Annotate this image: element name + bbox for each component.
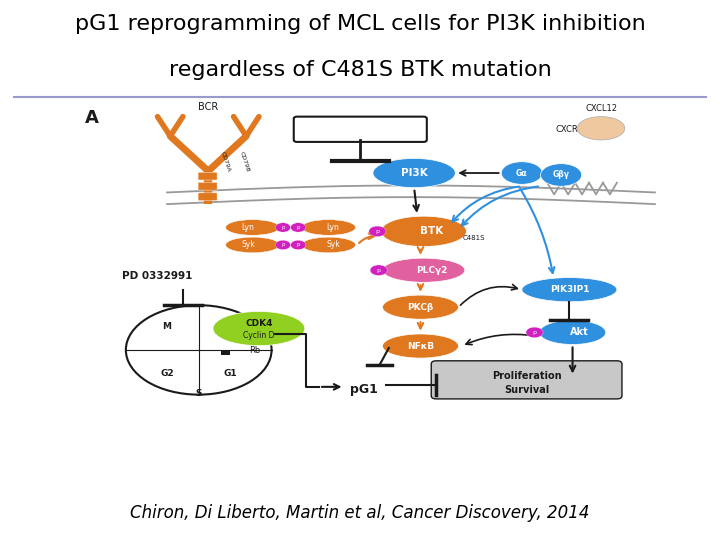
Text: Syk: Syk <box>241 240 255 249</box>
Text: p: p <box>282 225 284 230</box>
Text: CXCL12: CXCL12 <box>585 104 617 113</box>
Ellipse shape <box>382 295 459 319</box>
Ellipse shape <box>213 312 305 346</box>
Text: PKCβ: PKCβ <box>408 302 433 312</box>
Text: Syk: Syk <box>326 240 340 249</box>
Text: CD79B: CD79B <box>238 150 250 172</box>
FancyBboxPatch shape <box>198 183 217 190</box>
Bar <box>221 349 230 355</box>
Ellipse shape <box>291 223 306 232</box>
Text: S: S <box>195 389 202 398</box>
Text: G2: G2 <box>161 369 174 378</box>
FancyBboxPatch shape <box>294 117 427 142</box>
Text: Gα: Gα <box>516 168 528 178</box>
Text: CD79A: CD79A <box>220 150 231 172</box>
Text: Lyn: Lyn <box>242 223 255 232</box>
Text: PI3K inhibitor: PI3K inhibitor <box>320 124 401 134</box>
Ellipse shape <box>526 327 543 338</box>
Ellipse shape <box>577 117 625 140</box>
Ellipse shape <box>369 226 386 237</box>
Text: pG1: pG1 <box>349 383 377 396</box>
Text: Proliferation: Proliferation <box>492 372 562 381</box>
Text: BTK: BTK <box>420 226 444 237</box>
Text: Gβγ: Gβγ <box>553 171 570 179</box>
FancyBboxPatch shape <box>198 193 217 201</box>
Ellipse shape <box>291 240 306 249</box>
FancyBboxPatch shape <box>431 361 622 399</box>
Circle shape <box>126 305 271 395</box>
Text: PLCγ2: PLCγ2 <box>416 266 448 275</box>
Text: Rb: Rb <box>249 346 260 355</box>
FancyBboxPatch shape <box>198 172 217 180</box>
Text: Cyclin D: Cyclin D <box>243 330 274 340</box>
Text: p: p <box>297 225 300 230</box>
Text: Survival: Survival <box>504 384 549 395</box>
Text: A: A <box>85 109 99 127</box>
Text: G1: G1 <box>224 369 237 378</box>
Text: p: p <box>375 229 379 234</box>
Text: PI3K: PI3K <box>401 168 428 178</box>
Text: regardless of C481S BTK mutation: regardless of C481S BTK mutation <box>168 60 552 80</box>
Text: PD 0332991: PD 0332991 <box>122 271 193 281</box>
Text: Chiron, Di Liberto, Martin et al, Cancer Discovery, 2014: Chiron, Di Liberto, Martin et al, Cancer… <box>130 504 590 522</box>
Text: pG1 reprogramming of MCL cells for PI3K inhibition: pG1 reprogramming of MCL cells for PI3K … <box>75 14 645 35</box>
Text: Akt: Akt <box>570 327 588 338</box>
Text: CDK4: CDK4 <box>246 319 273 328</box>
Text: G0: G0 <box>228 320 239 329</box>
Ellipse shape <box>539 320 606 345</box>
Ellipse shape <box>381 216 467 246</box>
Ellipse shape <box>522 278 617 302</box>
Text: BCR: BCR <box>198 102 218 112</box>
Text: M: M <box>163 322 171 331</box>
Text: PIK3IP1: PIK3IP1 <box>549 285 589 294</box>
Ellipse shape <box>382 258 465 282</box>
Ellipse shape <box>302 237 356 253</box>
Ellipse shape <box>541 164 582 186</box>
Ellipse shape <box>225 220 279 235</box>
Ellipse shape <box>370 265 387 275</box>
Text: C481S: C481S <box>463 235 485 241</box>
Text: p: p <box>282 242 284 247</box>
Ellipse shape <box>302 220 356 235</box>
Text: p: p <box>297 242 300 247</box>
Text: p: p <box>533 330 536 335</box>
Ellipse shape <box>225 237 279 253</box>
Ellipse shape <box>275 223 291 232</box>
Ellipse shape <box>501 162 542 184</box>
Text: CXCR4: CXCR4 <box>555 125 583 134</box>
Text: Lyn: Lyn <box>327 223 340 232</box>
Text: p: p <box>377 268 381 273</box>
Ellipse shape <box>373 158 455 187</box>
Ellipse shape <box>382 334 459 358</box>
Text: NFκB: NFκB <box>407 341 434 350</box>
Ellipse shape <box>275 240 291 249</box>
